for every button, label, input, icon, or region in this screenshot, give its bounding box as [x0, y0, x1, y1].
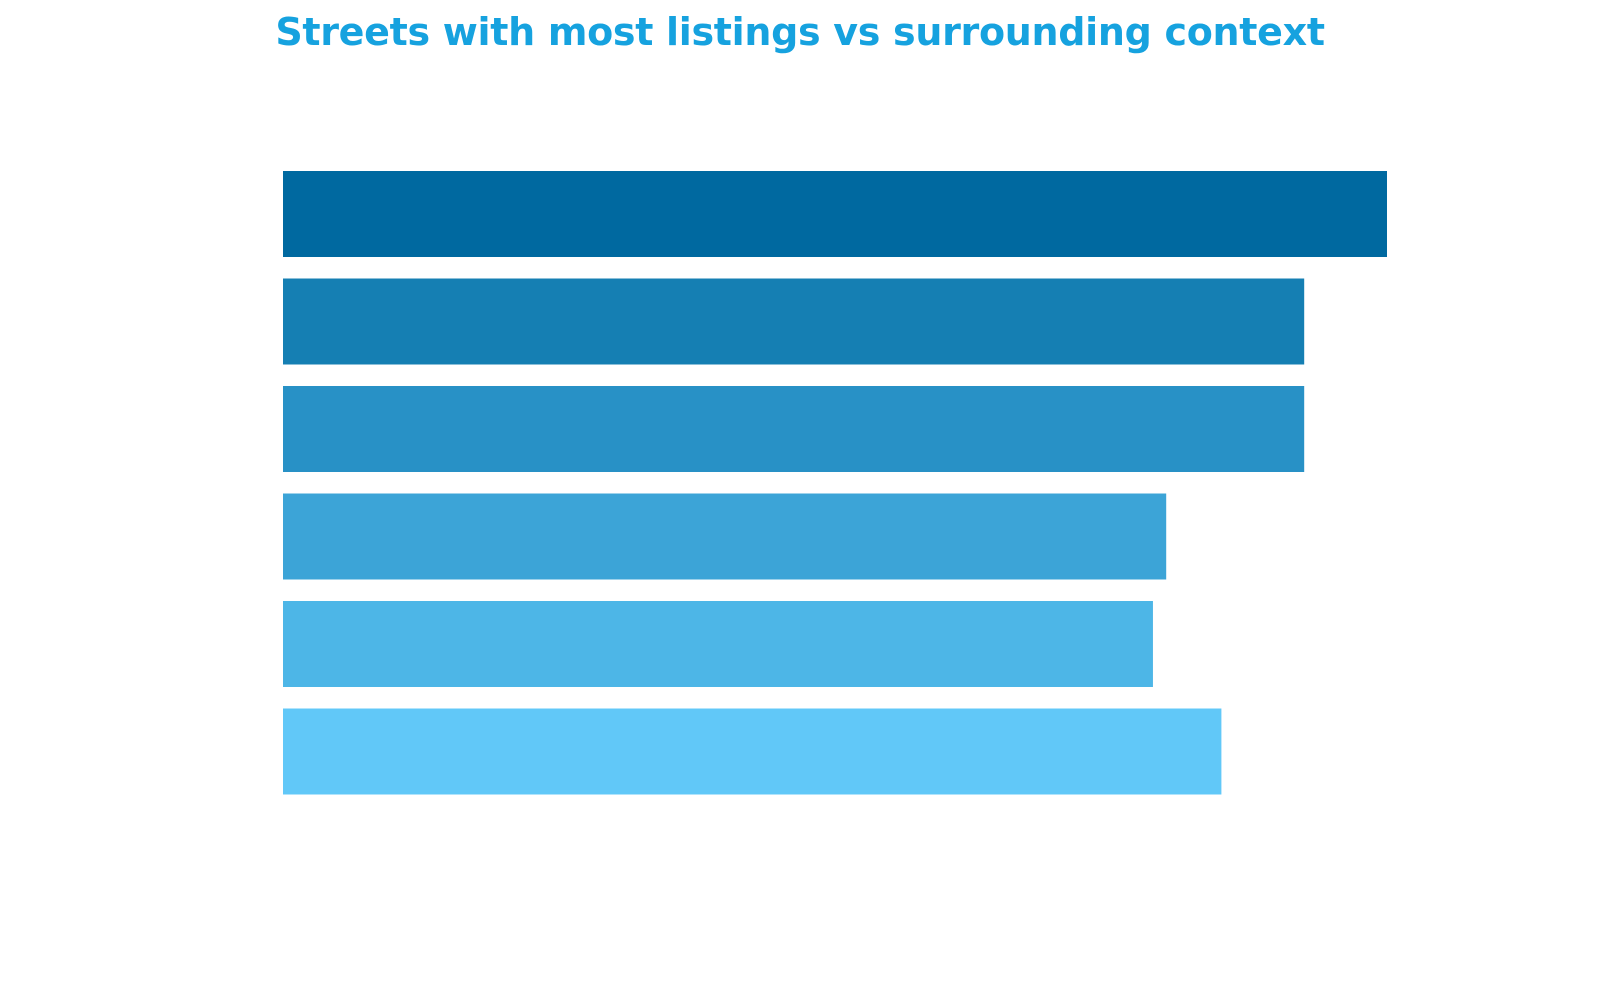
- bar-3: [283, 386, 1305, 472]
- bar-4: [283, 493, 1167, 580]
- bar-6: [283, 708, 1222, 795]
- bar-1: [283, 171, 1387, 257]
- chart-title: Streets with most listings vs surroundin…: [275, 10, 1325, 54]
- bar-5: [283, 601, 1153, 687]
- bar-2: [283, 278, 1305, 365]
- bars-group: [283, 171, 1387, 795]
